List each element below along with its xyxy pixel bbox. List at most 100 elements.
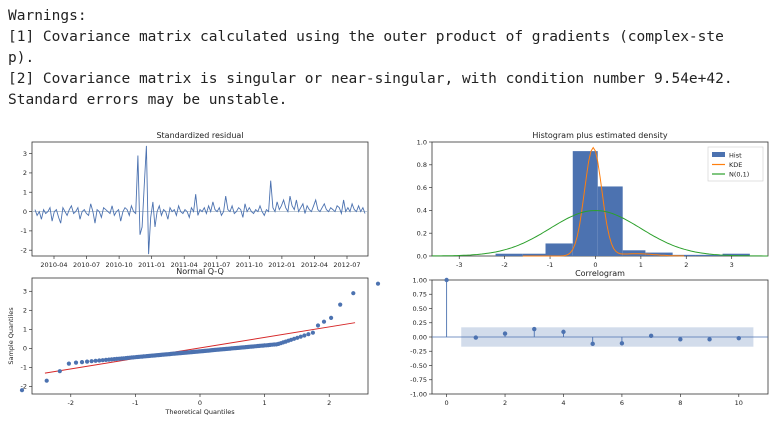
hist-xtick-label: 2 [684, 261, 688, 269]
hist-xtick-label: 1 [639, 261, 643, 269]
hist-ytick-label: 0.2 [417, 230, 427, 238]
qq-xtick-label: 1 [263, 399, 267, 407]
hist-title: Histogram plus estimated density [532, 131, 668, 140]
resid-xtick-label: 2010-07 [73, 261, 100, 269]
acf-ytick-label: -0.25 [410, 348, 427, 356]
hist-normal-line [432, 209, 768, 257]
acf-ytick-label: 0.25 [413, 319, 427, 327]
hist-kde-line [522, 146, 684, 257]
acf-xtick-label: 6 [620, 399, 624, 407]
qq-point [85, 359, 90, 364]
warning-line-3: [2] Covariance matrix is singular or nea… [8, 71, 733, 87]
hist-bar [645, 252, 673, 256]
hist-xtick-label: -3 [456, 261, 462, 269]
hist-ytick-label: 0.8 [417, 161, 427, 169]
standardized-residual-panel: Standardized residual -2 -1 0 1 2 3 2010-04 2010… [21, 131, 369, 269]
resid-xtick-label: 2011-01 [138, 261, 165, 269]
qq-ytick-label: -2 [21, 383, 27, 391]
qq-point [315, 323, 321, 328]
hist-ytick-label: 0.6 [417, 184, 427, 192]
hist-bar [522, 253, 546, 256]
acf-marker [619, 341, 625, 346]
resid-series-line [34, 145, 366, 255]
qq-xtick-label: 0 [198, 399, 202, 407]
acf-marker [502, 331, 508, 336]
hist-xtick-label: -2 [501, 261, 507, 269]
acf-marker [707, 337, 712, 342]
qq-ylabel: Sample Quantiles [7, 307, 15, 365]
resid-xtick-label: 2012-01 [268, 261, 295, 269]
acf-marker [590, 341, 595, 347]
hist-xtick-label: 3 [730, 261, 734, 269]
qq-title: Normal Q-Q [176, 267, 223, 276]
qq-point [302, 333, 307, 338]
resid-title: Standardized residual [156, 131, 243, 140]
warning-line-1: [1] Covariance matrix calculated using t… [8, 29, 724, 45]
resid-xtick-label: 2012-04 [301, 261, 328, 269]
qq-point [329, 315, 334, 320]
qq-ytick-label: 1 [23, 326, 27, 334]
qq-point [306, 332, 311, 337]
acf-ytick-label: -1.00 [410, 390, 427, 398]
qq-point [44, 378, 49, 383]
qq-point [375, 281, 381, 286]
acf-title: Correlogram [575, 269, 625, 278]
hist-bar [495, 253, 523, 256]
hist-ytick-label: 1.0 [417, 138, 427, 146]
resid-ytick-label: -1 [21, 227, 27, 235]
qq-xtick-label: -1 [132, 399, 138, 407]
resid-xtick-label: 2011-10 [236, 261, 263, 269]
qq-xlabel: Theoretical Quantiles [164, 408, 235, 416]
resid-xtick-label: 2010-04 [40, 261, 67, 269]
hist-ytick-label: 0.0 [417, 252, 427, 260]
acf-marker [444, 277, 449, 283]
acf-ytick-label: -0.50 [410, 362, 427, 370]
qq-point [321, 319, 327, 324]
qq-ytick-label: 0 [23, 345, 27, 353]
acf-marker [648, 333, 654, 339]
acf-xtick-label: 0 [445, 399, 449, 407]
hist-legend-label: KDE [729, 161, 742, 169]
warning-line-2: p). [8, 50, 35, 66]
resid-xtick-label: 2011-07 [203, 261, 230, 269]
hist-bar [597, 186, 623, 256]
hist-legend-swatch [712, 152, 725, 157]
hist-bar [722, 253, 750, 256]
hist-bar [545, 243, 573, 256]
resid-ytick-label: 2 [23, 169, 27, 177]
qq-point [292, 336, 297, 341]
qq-point [93, 358, 98, 363]
resid-ytick-label: 0 [23, 208, 27, 216]
hist-ytick-label: 0.4 [417, 207, 427, 215]
hist-xtick-label: 0 [593, 261, 597, 269]
qq-point [338, 302, 343, 307]
acf-ytick-label: -0.75 [410, 376, 427, 384]
qq-ytick-label: 3 [23, 288, 27, 296]
acf-xtick-label: 4 [561, 399, 565, 407]
acf-marker [678, 337, 683, 342]
qq-point [89, 359, 94, 364]
acf-ytick-label: 0.75 [413, 291, 427, 299]
warnings-header: Warnings: [8, 8, 87, 24]
resid-ytick-label: 1 [23, 189, 27, 197]
qq-point [97, 358, 102, 363]
hist-legend-label: Hist [729, 151, 742, 159]
hist-bar [695, 254, 723, 256]
qq-point [57, 369, 62, 374]
acf-ytick-label: 0.50 [413, 305, 427, 313]
qq-ytick-label: -1 [21, 364, 27, 372]
acf-marker [532, 326, 537, 332]
histogram-panel: Histogram plus estimated density 0.0 0.2 0.… [417, 131, 769, 269]
qq-point [100, 358, 105, 363]
warnings-output: Warnings: [1] Covariance matrix calculat… [8, 6, 733, 111]
qq-point [310, 330, 315, 335]
qq-ytick-label: 2 [23, 307, 27, 315]
resid-ytick-label: 3 [23, 150, 27, 158]
qq-point [79, 360, 85, 365]
resid-xtick-label: 2010-10 [106, 261, 133, 269]
qq-xtick-label: -2 [68, 399, 74, 407]
qq-frame [31, 277, 369, 395]
acf-xtick-label: 8 [678, 399, 682, 407]
hist-xtick-label: -1 [547, 261, 553, 269]
